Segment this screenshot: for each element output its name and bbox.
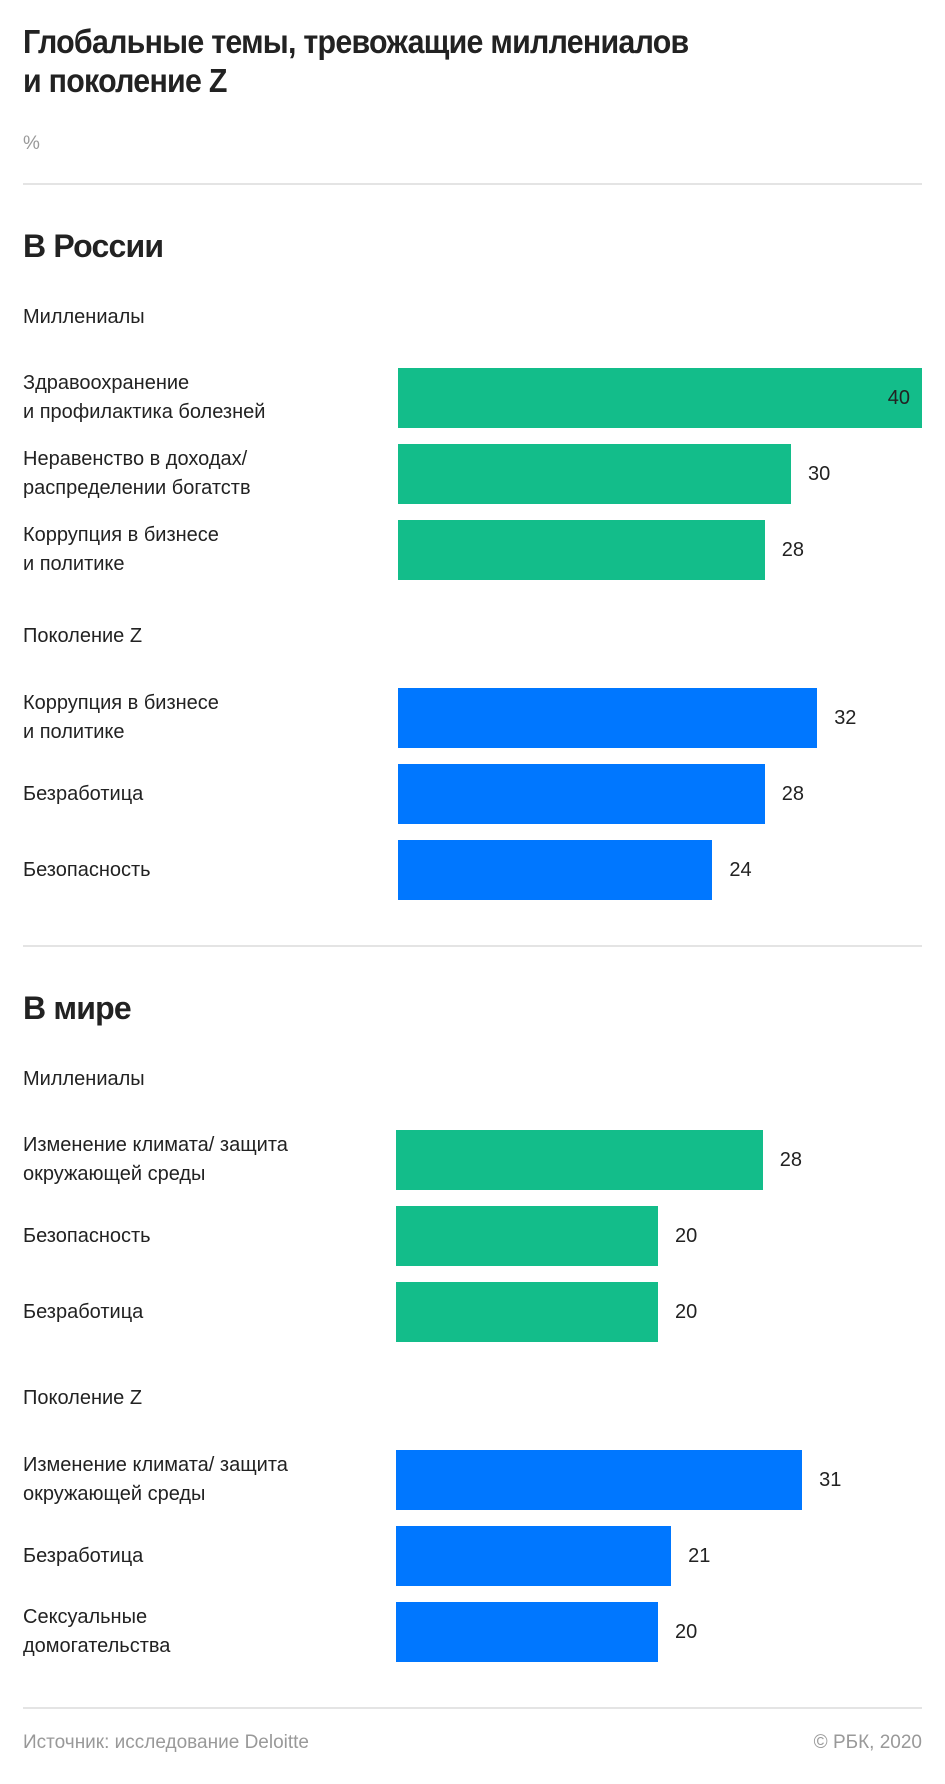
divider [23,1707,922,1709]
bar [396,1526,672,1586]
category-label: Неравенство в доходах/ распределении бог… [23,448,251,499]
divider [23,945,922,947]
category-label: Безопасность [23,1224,151,1247]
unit-label: % [23,133,40,154]
category-label: Коррупция в бизнесе и политике [23,524,219,575]
category-label: Коррупция в бизнесе и политике [23,692,219,743]
value-label: 28 [779,1148,803,1171]
bar [396,1206,658,1266]
category-label: Безработица [23,1544,144,1567]
bar [398,444,791,504]
value-label: 28 [781,538,805,561]
divider [23,183,922,185]
value-label: 20 [675,1620,698,1643]
category-label: Безработица [23,1300,144,1323]
bar [396,1282,658,1342]
value-label: 24 [729,858,752,881]
group-title: Поколение Z [23,625,143,647]
bar [398,840,713,900]
source-note: Источник: исследование Deloitte [23,1732,309,1753]
value-label: 20 [675,1300,698,1323]
group-title: Поколение Z [23,1387,143,1409]
section-title: В мире [23,990,132,1026]
bar [396,1450,803,1510]
group-title: Миллениалы [23,1068,145,1090]
value-label: 31 [819,1468,842,1491]
bar [398,764,765,824]
chart-title: Глобальные темы, тревожащие миллениалов … [23,23,689,99]
category-label: Здравоохранение и профилактика болезней [23,372,266,423]
group-title: Миллениалы [23,306,145,328]
bar [398,520,765,580]
value-label: 28 [781,782,805,805]
bar [396,1130,763,1190]
value-label: 32 [834,706,857,729]
category-label: Сексуальные домогательства [23,1606,171,1657]
value-label: 30 [808,462,831,485]
category-label: Изменение климата/ защита окружающей сре… [23,1454,288,1505]
value-label: 21 [688,1544,711,1567]
bar [398,688,818,748]
category-label: Безопасность [23,858,151,881]
category-label: Безработица [23,782,144,805]
bar [398,368,922,428]
section-title: В России [23,228,164,264]
category-label: Изменение климата/ защита окружающей сре… [23,1134,288,1185]
bar [396,1602,658,1662]
copyright: © РБК, 2020 [813,1732,922,1753]
value-label: 40 [887,386,910,409]
value-label: 20 [675,1224,698,1247]
